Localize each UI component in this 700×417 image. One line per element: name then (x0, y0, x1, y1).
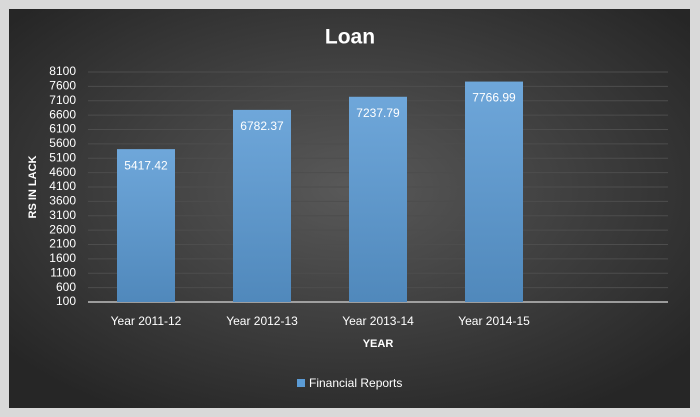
y-tick-label: 5100 (49, 150, 76, 164)
bar-shade (233, 109, 291, 302)
x-tick-label: Year 2013-14 (342, 314, 414, 328)
bar-shade (465, 81, 523, 302)
y-tick-label: 1600 (49, 251, 76, 265)
chart-title: Loan (325, 26, 375, 49)
x-tick-label: Year 2012-13 (226, 314, 298, 328)
y-tick-label: 2600 (49, 222, 76, 236)
y-axis-title: RS IN LACK (27, 155, 39, 218)
data-label: 5417.42 (124, 158, 168, 172)
y-tick-label: 3100 (49, 208, 76, 222)
legend-swatch (297, 379, 305, 387)
y-tick-label: 2100 (49, 237, 76, 251)
y-tick-label: 3600 (49, 194, 76, 208)
y-tick-label: 1100 (50, 265, 76, 279)
bar-shade (349, 96, 407, 302)
data-label: 7766.99 (472, 91, 516, 105)
data-label: 7237.79 (356, 106, 400, 120)
y-tick-label: 5600 (49, 136, 76, 150)
data-label: 6782.37 (240, 119, 284, 133)
y-tick-label: 4100 (49, 179, 76, 193)
y-tick-label: 7600 (49, 79, 76, 93)
x-tick-label: Year 2014-15 (458, 314, 530, 328)
y-tick-label: 100 (56, 294, 76, 308)
x-axis-title: YEAR (363, 338, 394, 350)
bar-shade (117, 149, 175, 302)
y-tick-label: 600 (56, 280, 76, 294)
y-tick-label: 4600 (49, 165, 76, 179)
y-tick-label: 8100 (49, 64, 76, 78)
y-tick-label: 6100 (49, 122, 76, 136)
legend-label: Financial Reports (309, 376, 402, 390)
x-tick-label: Year 2011-12 (111, 314, 182, 328)
y-tick-label: 7100 (49, 93, 76, 107)
y-tick-label: 6600 (49, 107, 76, 121)
